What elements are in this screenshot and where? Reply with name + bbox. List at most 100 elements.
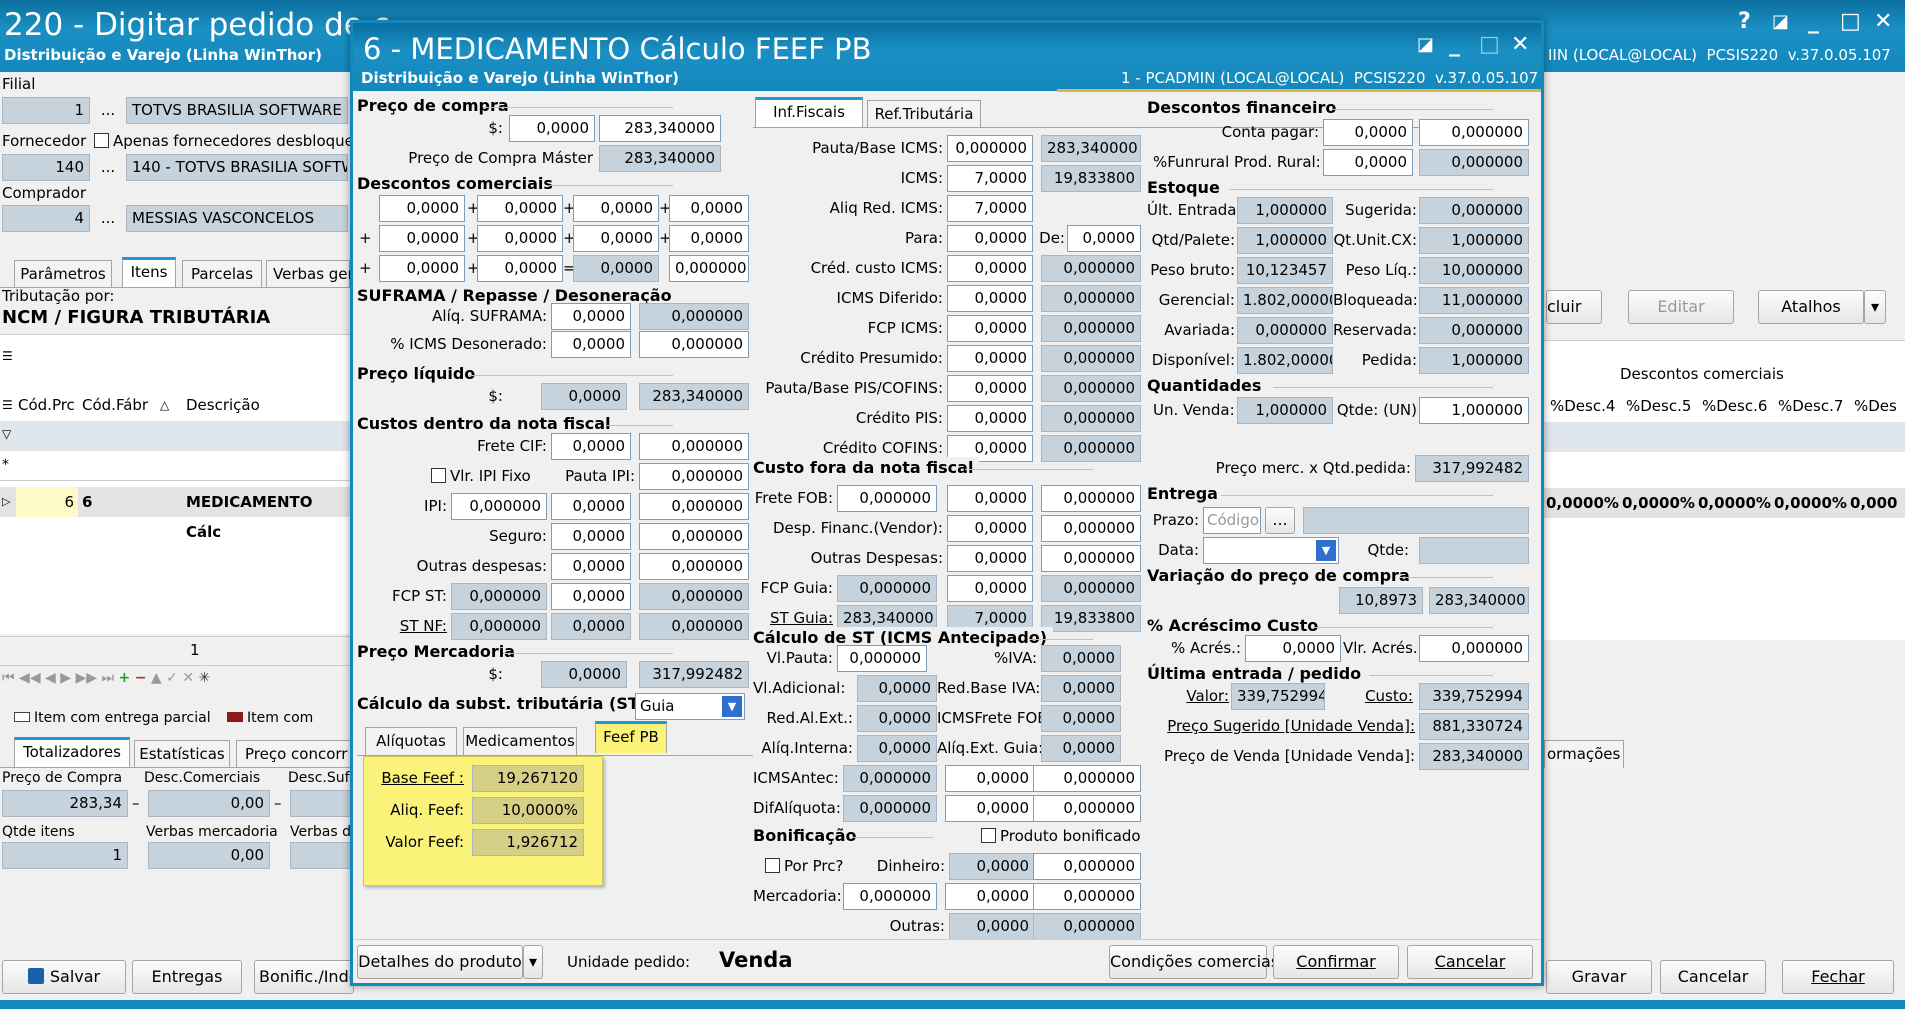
mid-row-field-1[interactable]: 0,0000 [947, 375, 1033, 402]
cancelar-button[interactable]: Cancelar [1407, 945, 1533, 979]
data-select[interactable]: ▼ [1203, 537, 1339, 564]
fora-row-field-2[interactable]: 0,000000 [1041, 545, 1141, 572]
detalhes-produto-button[interactable]: Detalhes do produto [357, 945, 523, 979]
produto-bonificado-checkbox[interactable]: Produto bonificado [979, 823, 1141, 850]
desc-r1-c1[interactable]: 0,0000 [379, 195, 465, 222]
filial-code-field[interactable]: 1 [2, 97, 90, 124]
incluir-button[interactable]: cluir [1546, 290, 1602, 324]
aliq-suframa-field-1[interactable]: 0,0000 [551, 303, 631, 330]
tab-preco-concorrencia[interactable]: Preço concorr [236, 740, 352, 768]
tab-totalizadores[interactable]: Totalizadores [14, 737, 130, 767]
condicoes-comerciais-button[interactable]: Condições comercias [1109, 945, 1279, 979]
bonificacao-button[interactable]: Bonific./Inde [254, 960, 359, 994]
minimize-icon[interactable]: _ [1808, 9, 1819, 34]
mid-row-field-1[interactable]: 7,0000 [947, 195, 1033, 222]
ipi-field-3[interactable]: 0,000000 [639, 493, 749, 520]
confirmar-button[interactable]: Confirmar [1273, 945, 1399, 979]
desc-r3-c1[interactable]: 0,0000 [379, 255, 465, 282]
tab-verbas[interactable]: Verbas ger [266, 260, 354, 288]
frete-cif-field-1[interactable]: 0,0000 [551, 433, 631, 460]
desc-r2-c1[interactable]: 0,0000 [379, 225, 465, 252]
col-header-desc5[interactable]: %Desc.5 [1626, 397, 1692, 415]
desc-r3-value[interactable]: 0,000000 [669, 255, 749, 282]
preco-compra-field-2[interactable]: 283,340000 [599, 115, 721, 142]
frete-cif-field-2[interactable]: 0,000000 [639, 433, 749, 460]
select-arrow-icon[interactable]: ▼ [722, 696, 742, 717]
mid-row-field-1[interactable]: 0,0000 [947, 435, 1033, 462]
comprador-dots-button[interactable]: ... [100, 209, 116, 227]
vlr-ipi-fixo-checkbox[interactable]: Vlr. IPI Fixo [431, 463, 531, 490]
nav-first-icon[interactable]: ⏮ ◀◀ ◀ ▶ ▶▶ ⏭ [2, 670, 115, 686]
mid-row-field-1[interactable]: 0,0000 [947, 315, 1033, 342]
por-prc-checkbox[interactable]: Por Prc? [765, 853, 843, 880]
cancelar-bg-button[interactable]: Cancelar [1660, 960, 1766, 994]
col-header-desc4[interactable]: %Desc.4 [1550, 397, 1616, 415]
desc-r2-c4[interactable]: 0,0000 [669, 225, 749, 252]
pct-acres-field[interactable]: 0,0000 [1245, 635, 1341, 662]
modal-restore-icon[interactable]: ◪ [1417, 34, 1435, 55]
icms-desonerado-field-2[interactable]: 0,000000 [639, 331, 749, 358]
seguro-field-2[interactable]: 0,000000 [639, 523, 749, 550]
fora-row-field-1[interactable]: 0,0000 [947, 515, 1033, 542]
col-header-codfabr[interactable]: Cód.Fábr [82, 396, 149, 414]
preco-compra-field-1[interactable]: 0,0000 [509, 115, 595, 142]
mid-row-field-1[interactable]: 0,0000 [947, 225, 1033, 252]
tab-estatisticas[interactable]: Estatísticas [134, 740, 230, 768]
tab-aliquotas[interactable]: Alíquotas [365, 727, 457, 755]
mid-row-field-1[interactable]: 0,0000 [947, 255, 1033, 282]
conta-pagar-field-1[interactable]: 0,0000 [1323, 119, 1413, 146]
calculo-st-select[interactable]: Guia ▼ [635, 693, 745, 720]
pauta-ipi-field[interactable]: 0,000000 [639, 463, 749, 490]
maximize-icon[interactable]: □ [1840, 9, 1861, 34]
ipi-field-1[interactable]: 0,000000 [451, 493, 547, 520]
gravar-button[interactable]: Gravar [1546, 960, 1652, 994]
detalhes-dropdown-button[interactable]: ▾ [523, 945, 543, 979]
vl-pauta-field[interactable]: 0,000000 [837, 645, 927, 672]
mercadoria-field-1[interactable]: 0,000000 [843, 883, 937, 910]
close-icon[interactable]: ✕ [1874, 9, 1893, 34]
mid-row-field-1[interactable]: 0,0000 [947, 345, 1033, 372]
date-dropdown-icon[interactable]: ▼ [1316, 540, 1336, 561]
move-up-icon[interactable]: ▲ [150, 670, 162, 686]
atalhos-button[interactable]: Atalhos [1758, 290, 1864, 324]
qtde-un-field[interactable]: 1,000000 [1419, 397, 1529, 424]
ipi-field-2[interactable]: 0,0000 [551, 493, 631, 520]
editar-button[interactable]: Editar [1628, 290, 1734, 324]
tab-parcelas[interactable]: Parcelas [182, 260, 262, 288]
col-header-desc7[interactable]: %Desc.7 [1778, 397, 1844, 415]
fora-row-field-2[interactable]: 0,000000 [1041, 515, 1141, 542]
tab-informacoes[interactable]: ormações [1544, 740, 1624, 768]
mid-row-field-2[interactable]: 0,0000 [1067, 225, 1141, 252]
help-icon[interactable]: ? [1738, 9, 1751, 34]
filter-icon[interactable]: ▽ [2, 427, 12, 441]
tab-inf-fiscais[interactable]: Inf.Fiscais [755, 97, 863, 127]
desc-r2-c2[interactable]: 0,0000 [477, 225, 563, 252]
dif-aliquota-field-2[interactable]: 0,0000 [945, 795, 1035, 822]
fora-row-field-1[interactable]: 0,0000 [947, 485, 1033, 512]
fora-row-field-1[interactable]: 0,0000 [947, 545, 1033, 572]
icms-antec-field-2[interactable]: 0,0000 [945, 765, 1035, 792]
outras-despesas-field-1[interactable]: 0,0000 [551, 553, 631, 580]
col-header-desc6[interactable]: %Desc.6 [1702, 397, 1768, 415]
mid-row-field-1[interactable]: 0,0000 [947, 285, 1033, 312]
mid-row-field-1[interactable]: 0,000000 [947, 135, 1033, 162]
mid-row-field-1[interactable]: 0,0000 [947, 405, 1033, 432]
tab-ref-tributaria[interactable]: Ref.Tributária [867, 100, 981, 128]
tab-itens[interactable]: Itens [122, 257, 176, 288]
icms-antec-field-3[interactable]: 0,000000 [1033, 765, 1141, 792]
comprador-code-field[interactable]: 4 [2, 205, 90, 232]
modal-maximize-icon[interactable]: □ [1479, 32, 1500, 57]
entregas-button[interactable]: Entregas [132, 960, 242, 994]
cancel-icon[interactable]: ✕ [182, 670, 195, 686]
prazo-input[interactable]: Código [1203, 507, 1261, 534]
check-icon[interactable]: ✓ [166, 670, 178, 686]
mercadoria-field-3[interactable]: 0,000000 [1033, 883, 1141, 910]
col-header-desc8[interactable]: %Des [1854, 397, 1897, 415]
icms-desonerado-field-1[interactable]: 0,0000 [551, 331, 631, 358]
grid-menu-icon[interactable]: ☰ [2, 349, 13, 363]
tab-parametros[interactable]: Parâmetros [14, 260, 112, 288]
tab-medicamentos[interactable]: Medicamentos [463, 727, 577, 755]
restore-icon[interactable]: ◪ [1772, 11, 1790, 32]
outras-despesas-field-2[interactable]: 0,000000 [639, 553, 749, 580]
desc-r1-c4[interactable]: 0,0000 [669, 195, 749, 222]
